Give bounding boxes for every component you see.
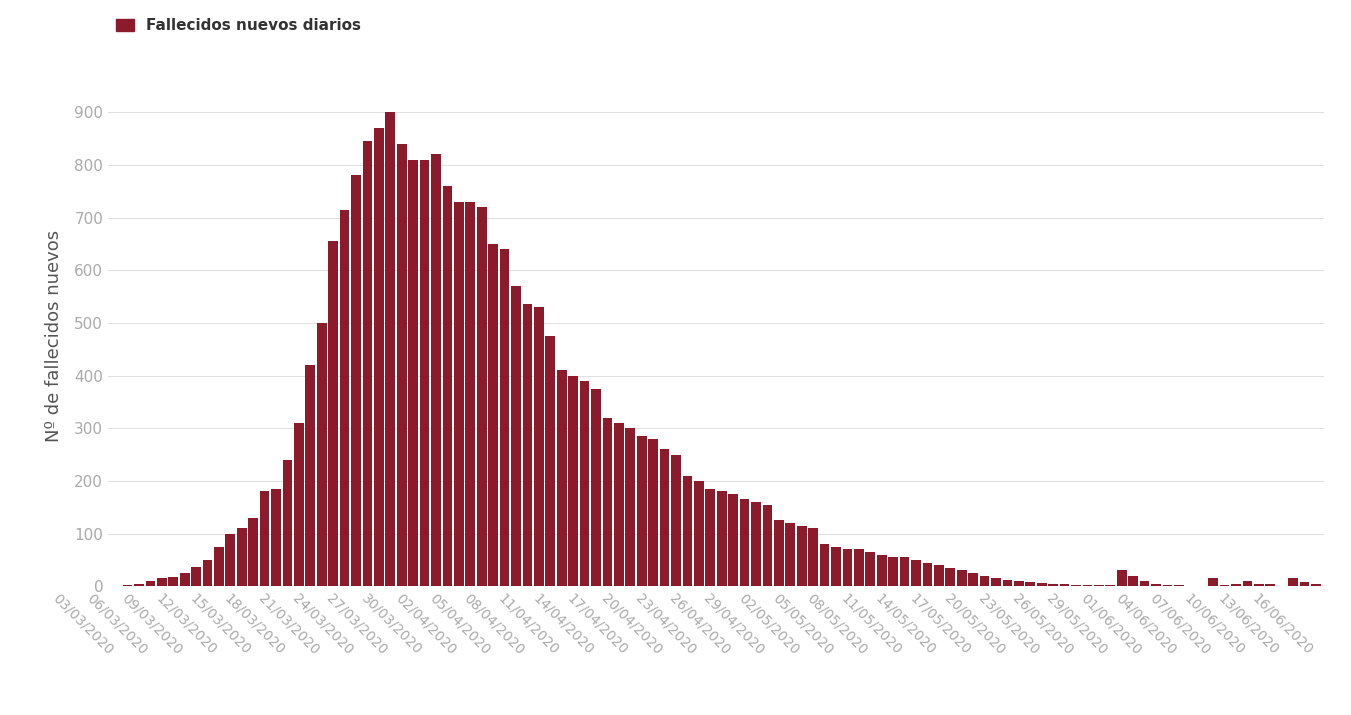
Bar [146,581,155,586]
Bar [431,154,440,586]
Bar [648,439,658,586]
Bar [1208,578,1219,586]
Bar [1128,576,1138,586]
Bar [866,552,875,586]
Bar [969,573,978,586]
Bar [443,186,453,586]
Bar [534,307,543,586]
Bar [408,159,417,586]
Bar [317,323,327,586]
Bar [1289,578,1298,586]
Bar [1015,581,1024,586]
Bar [889,557,898,586]
Bar [1025,582,1035,586]
Bar [1310,583,1321,586]
Bar [877,555,886,586]
Bar [236,528,247,586]
Bar [603,418,612,586]
Bar [740,499,750,586]
Bar [923,563,932,586]
Bar [180,573,189,586]
Bar [226,533,235,586]
Bar [1140,581,1150,586]
Bar [466,202,476,586]
Bar [477,207,486,586]
Bar [420,159,430,586]
Bar [911,560,921,586]
Bar [1117,571,1127,586]
Bar [592,389,601,586]
Bar [157,578,166,586]
Bar [1002,580,1012,586]
Bar [523,305,532,586]
Bar [1151,583,1161,586]
Bar [1231,583,1240,586]
Bar [192,567,201,586]
Bar [454,202,463,586]
Bar [797,526,807,586]
Bar [295,423,304,586]
Bar [362,141,373,586]
Bar [249,518,258,586]
Bar [843,549,852,586]
Bar [134,583,143,586]
Bar [580,381,589,586]
Bar [385,112,396,586]
Bar [808,528,817,586]
Legend: Fallecidos nuevos diarios: Fallecidos nuevos diarios [116,19,361,34]
Bar [1071,585,1081,586]
Bar [123,585,132,586]
Bar [374,128,384,586]
Bar [328,241,338,586]
Bar [272,489,281,586]
Bar [785,523,796,586]
Bar [488,244,499,586]
Bar [705,489,715,586]
Bar [694,481,704,586]
Bar [979,576,989,586]
Bar [282,460,292,586]
Bar [636,436,647,586]
Bar [1059,584,1070,586]
Bar [946,568,955,586]
Bar [1243,581,1252,586]
Bar [831,547,840,586]
Bar [169,577,178,586]
Bar [728,494,738,586]
Bar [751,502,761,586]
Bar [339,209,350,586]
Bar [992,578,1001,586]
Bar [762,505,773,586]
Bar [671,455,681,586]
Bar [854,549,863,586]
Bar [203,560,212,586]
Bar [305,365,315,586]
Bar [351,175,361,586]
Bar [615,423,624,586]
Bar [1266,583,1275,586]
Bar [1036,583,1047,586]
Y-axis label: Nº de fallecidos nuevos: Nº de fallecidos nuevos [45,230,63,442]
Bar [1254,583,1263,586]
Bar [500,249,509,586]
Bar [546,336,555,586]
Bar [717,491,727,586]
Bar [1048,583,1058,586]
Bar [934,566,944,586]
Bar [557,370,566,586]
Bar [774,521,784,586]
Bar [511,286,521,586]
Bar [1163,585,1173,586]
Bar [626,428,635,586]
Bar [259,491,269,586]
Bar [820,544,830,586]
Bar [682,475,692,586]
Bar [213,547,224,586]
Bar [957,571,966,586]
Bar [659,449,670,586]
Bar [900,557,909,586]
Bar [569,375,578,586]
Bar [1300,582,1309,586]
Bar [397,144,407,586]
